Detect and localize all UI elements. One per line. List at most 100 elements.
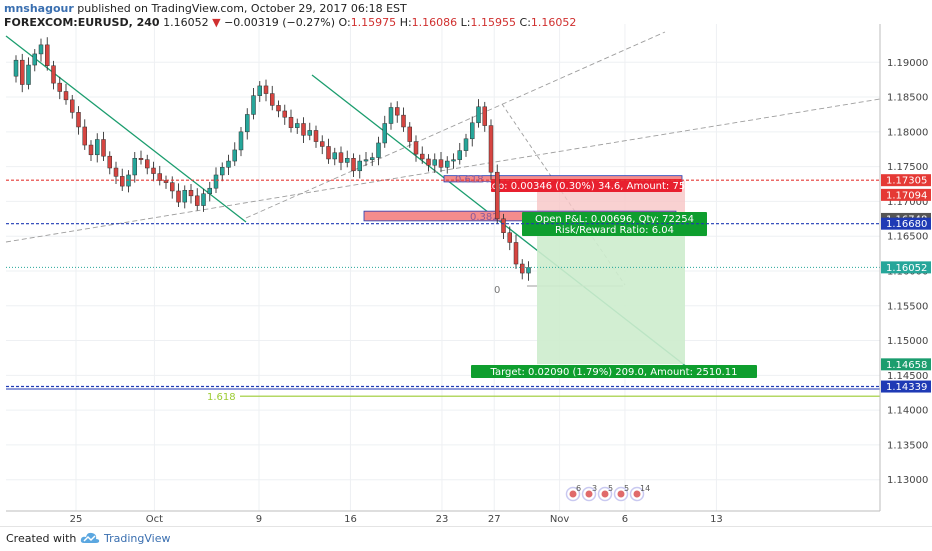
price-axis-label-text: 1.17094 — [886, 190, 927, 201]
price-change: −0.00319 (−0.27%) — [224, 16, 336, 29]
candle — [95, 133, 100, 163]
candle-body — [470, 122, 475, 140]
candle — [326, 138, 331, 164]
candle-body — [32, 53, 37, 66]
candle — [51, 60, 56, 90]
candle-body — [57, 82, 62, 92]
candle-body — [295, 123, 300, 128]
candle — [151, 161, 156, 182]
candle-body — [513, 242, 519, 265]
created-with-label: Created with — [6, 532, 77, 545]
candle-body — [482, 106, 487, 126]
price-chart[interactable]: 0 1.618 0.618 0.382 Stop: 0.00346 (0.30%) 3… — [0, 0, 932, 526]
candle — [482, 101, 487, 132]
candle — [157, 165, 162, 186]
candle — [145, 154, 150, 175]
candle-body — [451, 159, 456, 162]
event-count: 5 — [608, 484, 613, 493]
candle — [426, 154, 431, 172]
price-axis-label-text: 1.16680 — [886, 219, 927, 230]
candle-body — [338, 152, 344, 163]
time-tick-label: 6 — [622, 514, 628, 525]
candle-body — [307, 130, 312, 136]
candle — [520, 259, 525, 280]
fib-label: 0 — [494, 285, 500, 296]
candle-body — [370, 157, 375, 160]
tradingview-link[interactable]: TradingView — [104, 532, 171, 545]
candle-body — [476, 106, 481, 124]
price-axis-label: 1.14339 — [881, 380, 931, 393]
event-count: 6 — [576, 484, 581, 493]
candle-body — [301, 123, 306, 136]
candle — [288, 109, 294, 133]
pnl-label-bg — [522, 212, 707, 236]
author-name[interactable]: mnshagour — [4, 2, 74, 15]
event-dot — [569, 490, 577, 498]
price-axis-label-text: 1.14658 — [886, 360, 927, 371]
time-tick-label: 16 — [344, 514, 357, 525]
candle — [220, 162, 225, 182]
candle — [70, 94, 75, 119]
event-dot — [585, 490, 593, 498]
candle — [238, 126, 244, 157]
time-axis[interactable]: 25 Oct 9 16 23 27 Nov 6 13 — [6, 510, 880, 525]
event-count: 5 — [624, 484, 629, 493]
candle — [132, 152, 137, 183]
price-tick-label: 1.16500 — [887, 232, 928, 243]
candle-body — [320, 141, 325, 147]
candle-body — [201, 193, 206, 206]
candle — [251, 88, 256, 120]
candle — [107, 151, 112, 175]
candle-body — [245, 114, 250, 133]
position-tool[interactable]: 0.618 0.382 Stop: 0.00346 (0.30%) 34.6, Am… — [363, 174, 757, 378]
price-axis[interactable]: 1.13000 1.13500 1.14000 1.14500 1.15000 1.155… — [879, 24, 932, 511]
candle-body — [176, 190, 181, 203]
candle — [32, 49, 37, 72]
candle — [413, 135, 419, 162]
candle-body — [526, 267, 531, 274]
candle — [138, 150, 144, 165]
candle-body — [445, 160, 450, 168]
price-axis-label-bg — [881, 358, 931, 371]
candle-body — [420, 153, 425, 160]
price-axis-label: 1.16052 — [881, 261, 931, 274]
candle — [451, 153, 456, 169]
candle-body — [463, 138, 469, 151]
pnl-label-text: Risk/Reward Ratio: 6.04 — [555, 225, 674, 236]
economic-events[interactable]: 6 3 5 5 14 — [565, 484, 651, 502]
price-tick-label: 1.14500 — [887, 371, 928, 382]
candle — [470, 116, 475, 147]
pnl-label: Open P&L: 0.00696, Qty: 72254Risk/Reward… — [522, 212, 707, 236]
candle — [20, 53, 25, 93]
candle — [395, 101, 400, 123]
plot-area — [6, 24, 880, 511]
time-tick-label: 25 — [70, 514, 83, 525]
time-tick-label: 27 — [488, 514, 501, 525]
candle — [351, 153, 356, 178]
candle — [513, 234, 519, 269]
candle-body — [13, 59, 19, 77]
candle-body — [413, 141, 419, 155]
target-label-bg — [471, 365, 757, 378]
price-axis-label: 1.17094 — [881, 188, 931, 201]
candle — [26, 57, 31, 90]
candle-body — [332, 152, 337, 160]
event-dot — [617, 490, 625, 498]
price-tick-label: 1.15000 — [887, 336, 928, 347]
candle-body — [26, 64, 31, 85]
target-label: Target: 0.02090 (1.79%) 209.0, Amount: 2… — [471, 365, 757, 378]
candle — [338, 146, 344, 171]
price-axis-label: 1.16680 — [881, 217, 931, 230]
candle — [313, 125, 319, 148]
candle — [445, 156, 450, 174]
candle-body — [163, 180, 169, 183]
target-label-text: Target: 0.02090 (1.79%) 209.0, Amount: 2… — [490, 367, 738, 378]
close-value: 1.16052 — [530, 16, 577, 29]
candle — [363, 152, 369, 166]
candle-body — [263, 85, 269, 94]
low-value: 1.15955 — [470, 16, 517, 29]
candle-body — [326, 146, 331, 160]
candle-body — [457, 150, 462, 160]
event-marker: 5 — [613, 484, 629, 502]
candle-body — [226, 160, 231, 168]
